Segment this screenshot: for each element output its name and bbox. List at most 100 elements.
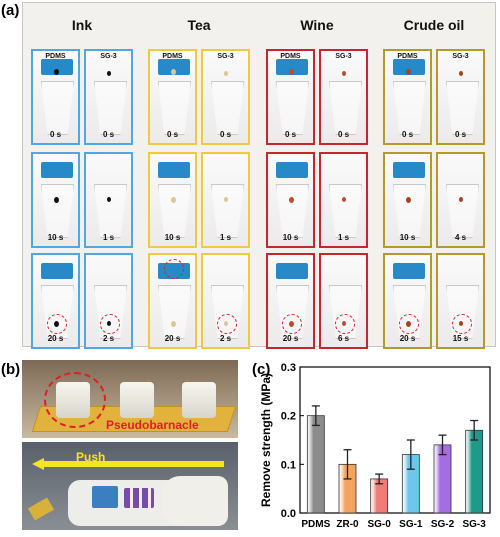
liquid-droplet — [224, 197, 228, 202]
dashed-ring — [452, 314, 472, 334]
sg3-photo-tile: 1 s — [201, 152, 250, 248]
y-axis-label: Remove strength (MPa) — [259, 373, 273, 507]
y-tick-label: 0.3 — [281, 362, 296, 374]
glass-slide — [276, 81, 309, 135]
bar-sg-3 — [465, 429, 484, 514]
liquid-droplet — [107, 197, 111, 202]
pdms-block — [393, 162, 425, 178]
dashed-ring — [44, 372, 106, 428]
dashed-ring — [399, 314, 419, 334]
liquid-repellency-photo-grid: Ink PDMS 0 s SG-3 0 s 10 s 1 s 20 s 2 s Tea PDMS 0 … — [22, 2, 496, 349]
push-arrow-shaft — [44, 461, 224, 467]
x-tick-label: SG-2 — [431, 519, 455, 530]
elapsed-time: 15 s — [452, 334, 469, 343]
push-arrow-head — [32, 458, 44, 470]
elapsed-time: 20 s — [282, 334, 299, 343]
panel-label-a: (a) — [1, 2, 20, 19]
panel-label-c: (c) — [252, 361, 271, 378]
glass-slide — [329, 81, 362, 135]
panel-label-b: (b) — [1, 361, 21, 378]
sg3-photo-tile: 6 s — [319, 253, 368, 349]
y-tick-label: 0.2 — [281, 411, 296, 423]
pseudobarnacle-cylinder — [120, 382, 154, 418]
elapsed-time: 0 s — [166, 130, 179, 139]
glass-slide — [158, 81, 191, 135]
surface-label: SG-3 — [217, 53, 234, 60]
surface-label: PDMS — [397, 53, 418, 60]
pdms-block — [41, 263, 73, 279]
elapsed-time: 1 s — [219, 233, 232, 242]
pdms-photo-tile: 20 s — [31, 253, 80, 349]
gauge-keypad — [124, 488, 154, 508]
y-tick-label: 0.1 — [281, 459, 296, 471]
elapsed-time: 0 s — [401, 130, 414, 139]
sg3-photo-tile: 15 s — [436, 253, 485, 349]
pdms-block — [158, 162, 190, 178]
pseudobarnacle-photo: Pseudobarnacle — [22, 360, 238, 438]
elapsed-time: 20 s — [164, 334, 181, 343]
pdms-block — [393, 59, 425, 75]
push-label: Push — [76, 450, 106, 464]
y-tick-label: 0.0 — [281, 508, 296, 520]
dashed-ring — [217, 314, 237, 334]
x-tick-label: PDMS — [301, 519, 330, 530]
dashed-ring — [47, 314, 67, 334]
glass-slide — [276, 184, 309, 238]
sample-strip — [27, 497, 55, 521]
pdms-photo-tile: PDMS 0 s — [383, 49, 432, 145]
elapsed-time: 0 s — [49, 130, 62, 139]
pdms-photo-tile: 20 s — [266, 253, 315, 349]
x-tick-label: SG-1 — [399, 519, 423, 530]
elapsed-time: 1 s — [102, 233, 115, 242]
pdms-block — [393, 263, 425, 279]
glass-slide — [211, 184, 244, 238]
pdms-photo-tile: 10 s — [383, 152, 432, 248]
group-title: Ink — [71, 17, 93, 33]
glass-slide — [41, 81, 74, 135]
glass-slide — [211, 81, 244, 135]
sg3-photo-tile: SG-3 0 s — [201, 49, 250, 145]
elapsed-time: 2 s — [219, 334, 232, 343]
pdms-photo-tile: 20 s — [148, 253, 197, 349]
liquid-droplet — [288, 196, 294, 203]
surface-label: PDMS — [45, 53, 66, 60]
liquid-droplet — [224, 71, 228, 76]
plot-frame — [299, 366, 491, 514]
pdms-photo-tile: PDMS 0 s — [31, 49, 80, 145]
surface-label: PDMS — [162, 53, 183, 60]
sg3-photo-tile: 4 s — [436, 152, 485, 248]
elapsed-time: 0 s — [284, 130, 297, 139]
elapsed-time: 4 s — [454, 233, 467, 242]
surface-label: SG-3 — [452, 53, 469, 60]
pdms-block — [276, 263, 308, 279]
pdms-block — [276, 162, 308, 178]
surface-label: SG-3 — [100, 53, 117, 60]
liquid-droplet — [405, 196, 411, 203]
pdms-photo-tile: 20 s — [383, 253, 432, 349]
glass-slide — [158, 184, 191, 238]
elapsed-time: 0 s — [454, 130, 467, 139]
elapsed-time: 10 s — [399, 233, 416, 242]
x-tick-label: SG-0 — [367, 519, 391, 530]
liquid-droplet — [107, 71, 111, 76]
glass-slide — [329, 184, 362, 238]
sg3-photo-tile: 2 s — [84, 253, 133, 349]
liquid-droplet — [53, 68, 59, 75]
force-gauge-photo: Push — [22, 442, 238, 530]
x-tick-label: ZR-0 — [336, 519, 359, 530]
glass-slide — [41, 184, 74, 238]
liquid-droplet — [459, 71, 463, 76]
elapsed-time: 6 s — [337, 334, 350, 343]
glass-slide — [393, 81, 426, 135]
glass-slide — [446, 184, 479, 238]
sg3-photo-tile: 2 s — [201, 253, 250, 349]
pseudobarnacle-cylinder — [182, 382, 216, 418]
pdms-photo-tile: 10 s — [31, 152, 80, 248]
bar-pdms — [306, 415, 325, 514]
dashed-ring — [335, 314, 355, 334]
pdms-photo-tile: PDMS 0 s — [148, 49, 197, 145]
group-title: Tea — [187, 17, 211, 33]
liquid-droplet — [288, 68, 294, 75]
glass-slide — [158, 285, 191, 339]
elapsed-time: 10 s — [282, 233, 299, 242]
